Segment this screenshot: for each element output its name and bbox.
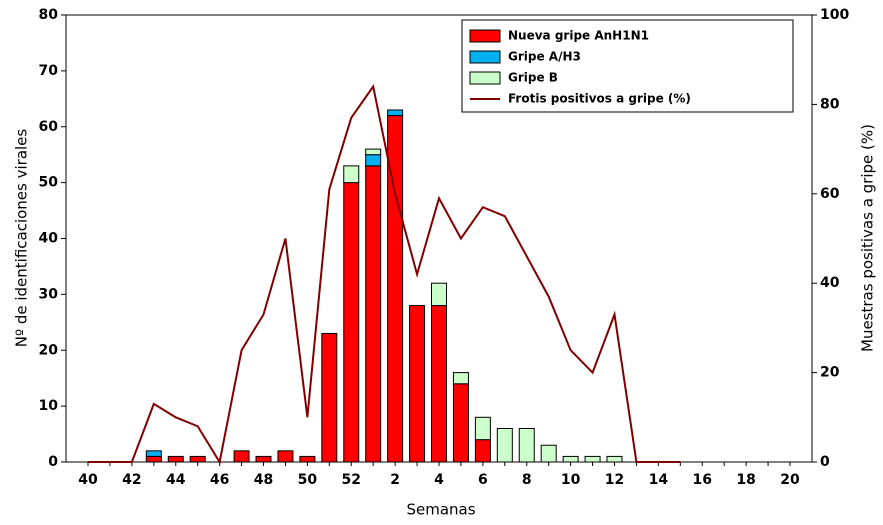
y-tick-label: 30 xyxy=(39,286,59,302)
x-tick-label: 48 xyxy=(254,472,273,488)
x-tick-label: 42 xyxy=(122,472,141,488)
x-tick-label: 18 xyxy=(736,472,755,488)
bar xyxy=(518,427,535,463)
bar xyxy=(474,416,491,441)
legend-swatch xyxy=(469,71,501,85)
x-tick-label: 8 xyxy=(522,472,532,488)
bar xyxy=(167,455,184,463)
y2-tick-label: 80 xyxy=(820,96,840,112)
bar xyxy=(343,165,360,184)
line xyxy=(88,84,681,465)
x-tick-label: 14 xyxy=(649,472,669,488)
bar xyxy=(452,372,469,385)
bar xyxy=(409,305,426,463)
x-tick-label: 4 xyxy=(434,472,444,488)
bar xyxy=(584,455,601,463)
legend-swatch xyxy=(469,29,501,43)
bar xyxy=(233,450,250,463)
bar xyxy=(474,439,491,463)
x-tick-label: 2 xyxy=(390,472,400,488)
bar xyxy=(452,383,469,463)
x-tick-label: 50 xyxy=(298,472,318,488)
y-tick-label: 50 xyxy=(39,175,59,191)
y-axis-label: Nº de identificaciones virales xyxy=(13,129,31,348)
y2-tick-label: 0 xyxy=(820,454,830,470)
x-tick-label: 6 xyxy=(478,472,488,488)
bar xyxy=(255,455,272,463)
legend-label: Frotis positivos a gripe (%) xyxy=(508,92,691,106)
bar xyxy=(145,455,162,463)
legend-label: Gripe B xyxy=(508,71,558,85)
legend-label: Nueva gripe AnH1N1 xyxy=(508,29,649,43)
y2-axis-label: Muestras positivas a gripe (%) xyxy=(859,124,877,352)
bar xyxy=(365,154,382,167)
bar xyxy=(299,455,316,463)
y-tick-label: 80 xyxy=(39,7,59,23)
legend-box xyxy=(461,19,794,113)
y-tick-label: 70 xyxy=(39,63,59,79)
bar xyxy=(365,148,382,156)
y-tick-label: 40 xyxy=(39,231,59,247)
bar xyxy=(387,109,404,117)
x-tick-label: 16 xyxy=(693,472,712,488)
x-tick-label: 52 xyxy=(342,472,361,488)
y2-tick-label: 60 xyxy=(820,186,840,202)
x-tick-label: 10 xyxy=(561,472,581,488)
bar xyxy=(496,427,513,463)
y-tick-label: 60 xyxy=(39,119,59,135)
y-tick-label: 0 xyxy=(48,454,58,470)
y2-tick-label: 20 xyxy=(820,365,840,381)
bar xyxy=(606,455,623,463)
x-tick-label: 20 xyxy=(780,472,800,488)
x-tick-label: 46 xyxy=(210,472,229,488)
bar xyxy=(540,444,557,463)
y-tick-label: 10 xyxy=(39,398,59,414)
y2-tick-label: 100 xyxy=(820,7,849,23)
y2-tick-label: 40 xyxy=(820,275,840,291)
legend-label: Gripe A/H3 xyxy=(508,50,581,64)
bar xyxy=(321,332,338,463)
x-axis-label: Semanas xyxy=(406,501,475,519)
bar xyxy=(431,305,447,463)
x-tick-label: 40 xyxy=(78,472,98,488)
bar xyxy=(365,165,382,463)
bar xyxy=(343,182,360,463)
bar xyxy=(145,450,162,457)
bar xyxy=(431,282,447,307)
x-tick-label: 44 xyxy=(166,472,186,488)
x-tick-label: 12 xyxy=(605,472,624,488)
y-tick-label: 20 xyxy=(39,342,59,358)
legend-swatch xyxy=(469,50,501,64)
bar xyxy=(277,450,294,463)
bar xyxy=(562,455,579,463)
bar xyxy=(189,455,206,463)
